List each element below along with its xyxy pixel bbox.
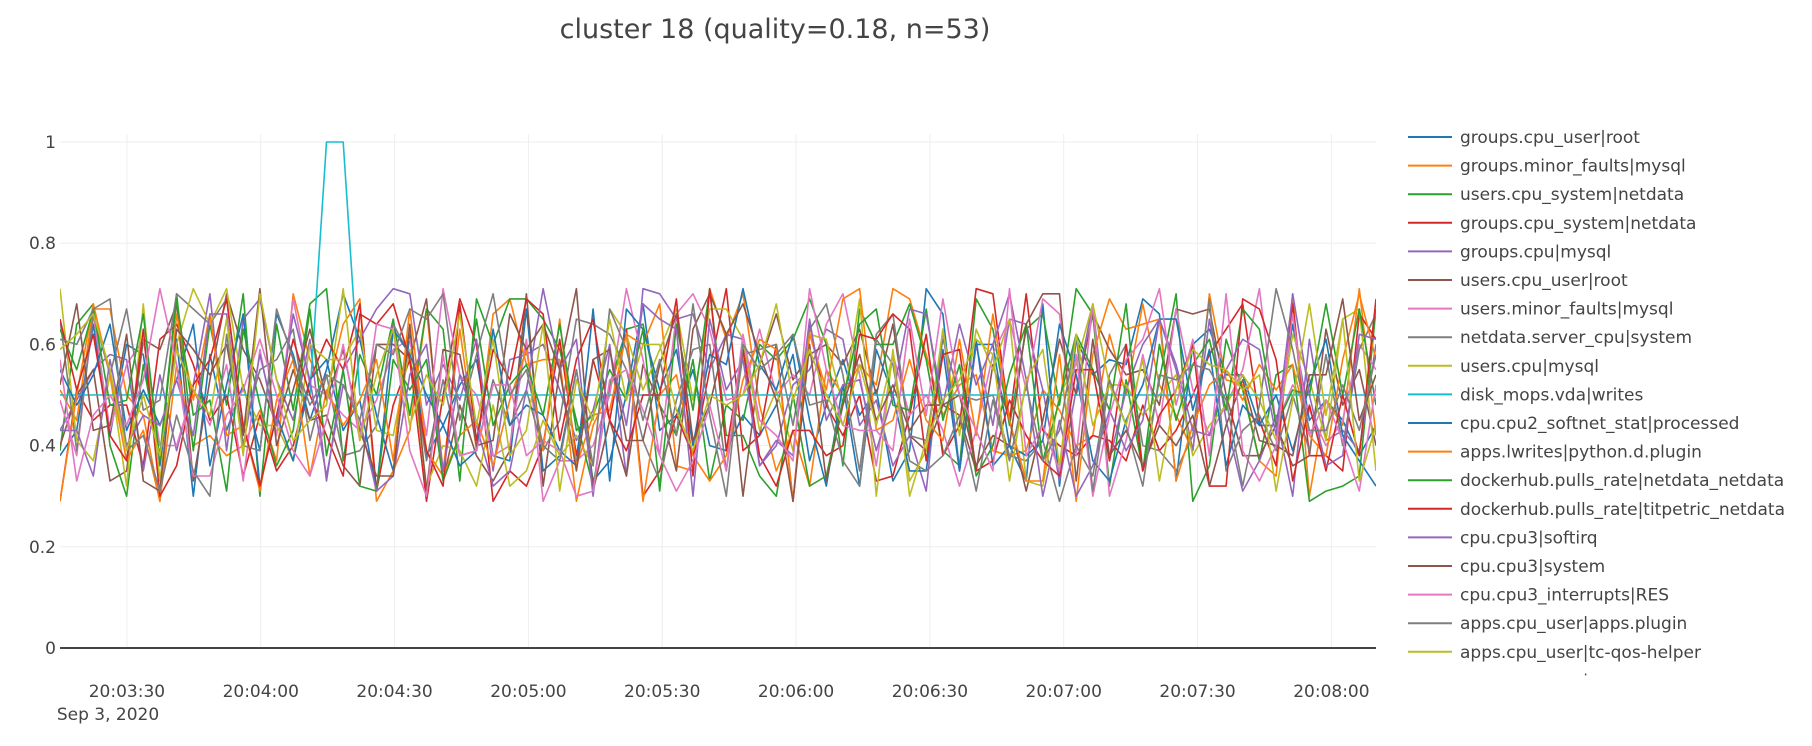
legend-label-0: groups.cpu_user|root [1460,128,1640,148]
x-axis-ticks: 20:03:30 20:04:00 20:04:30 20:05:00 20:05:30… [89,682,1370,702]
plot-area [60,141,1376,503]
legend-item-8[interactable]: users.cpu|mysql [1408,357,1599,377]
x-tick-label-8: 20:07:30 [1159,682,1235,702]
y-tick-label-5: 1 [45,133,56,153]
legend-label-4: groups.cpu|mysql [1460,242,1611,262]
x-tick-label-4: 20:05:30 [624,682,700,702]
y-tick-label-1: 0.2 [29,538,56,558]
legend-item-12[interactable]: dockerhub.pulls_rate|netdata_netdata [1408,471,1784,491]
y-tick-label-0: 0 [45,639,56,659]
series-line-3 [60,287,1376,503]
legend-item-0[interactable]: groups.cpu_user|root [1408,128,1640,148]
legend-label-15: cpu.cpu3|system [1460,557,1605,577]
legend-label-8: users.cpu|mysql [1460,357,1599,377]
y-tick-label-2: 0.4 [29,437,56,457]
legend-item-2[interactable]: users.cpu_system|netdata [1408,185,1684,205]
legend-label-7: netdata.server_cpu|system [1460,328,1692,348]
legend-item-9[interactable]: disk_mops.vda|writes [1408,385,1643,405]
legend-label-16: cpu.cpu3_interrupts|RES [1460,586,1669,606]
legend-item-13[interactable]: dockerhub.pulls_rate|titpetric_netdata [1408,500,1785,520]
series-lines [60,141,1376,503]
legend-item-14[interactable]: cpu.cpu3|softirq [1408,528,1598,548]
series-line-17 [60,287,1376,498]
x-tick-label-5: 20:06:00 [758,682,834,702]
legend-item-17[interactable]: apps.cpu_user|apps.plugin [1408,614,1687,634]
x-tick-label-3: 20:05:00 [490,682,566,702]
legend-item-3[interactable]: groups.cpu_system|netdata [1408,214,1696,234]
legend-label-1: groups.minor_faults|mysql [1460,157,1686,177]
legend-item-11[interactable]: apps.lwrites|python.d.plugin [1408,443,1702,463]
legend-label-13: dockerhub.pulls_rate|titpetric_netdata [1460,500,1785,520]
x-tick-label-6: 20:06:30 [892,682,968,702]
legend-item-10[interactable]: cpu.cpu2_softnet_stat|processed [1408,414,1739,434]
legend-label-2: users.cpu_system|netdata [1460,185,1684,205]
legend-item-15[interactable]: cpu.cpu3|system [1408,557,1605,577]
legend-label-9: disk_mops.vda|writes [1460,385,1643,405]
x-tick-label-0: 20:03:30 [89,682,165,702]
legend-label-12: dockerhub.pulls_rate|netdata_netdata [1460,471,1784,491]
legend-label-17: apps.cpu_user|apps.plugin [1460,614,1687,634]
legend-item-16[interactable]: cpu.cpu3_interrupts|RES [1408,586,1669,606]
legend-label-6: users.minor_faults|mysql [1460,300,1673,320]
legend-label-11: apps.lwrites|python.d.plugin [1460,443,1702,463]
y-tick-label-3: 0.6 [29,335,56,355]
x-axis-date-label: Sep 3, 2020 [57,705,159,725]
x-tick-label-2: 20:04:30 [356,682,432,702]
legend-item-1[interactable]: groups.minor_faults|mysql [1408,157,1686,177]
legend-label-5: users.cpu_user|root [1460,271,1628,291]
series-line-16 [60,287,1376,498]
legend-item-18[interactable]: apps.cpu_user|tc-qos-helper [1408,643,1701,663]
y-axis-ticks: 0 0.2 0.4 0.6 0.8 1 [29,133,56,659]
legend-label-14: cpu.cpu3|softirq [1460,528,1598,548]
x-tick-label-9: 20:08:00 [1293,682,1369,702]
series-line-7 [60,292,1376,503]
legend-label-overflow: apps.cpu_user|xpp [1460,671,1620,691]
legend-item-5[interactable]: users.cpu_user|root [1408,271,1628,291]
legend-item-4[interactable]: groups.cpu|mysql [1408,242,1611,262]
legend[interactable]: groups.cpu_user|root groups.minor_faults|… [1408,128,1785,691]
legend-item-7[interactable]: netdata.server_cpu|system [1408,328,1692,348]
legend-item-6[interactable]: users.minor_faults|mysql [1408,300,1673,320]
y-tick-label-4: 0.8 [29,234,56,254]
x-tick-label-1: 20:04:00 [223,682,299,702]
series-line-0 [60,287,1376,498]
series-line-15 [60,287,1376,503]
legend-label-10: cpu.cpu2_softnet_stat|processed [1460,414,1739,434]
legend-label-3: groups.cpu_system|netdata [1460,214,1696,234]
legend-label-18: apps.cpu_user|tc-qos-helper [1460,643,1701,663]
x-tick-label-7: 20:07:00 [1026,682,1102,702]
series-line-18 [60,287,1376,498]
series-line-11 [60,287,1376,503]
chart-title: cluster 18 (quality=0.18, n=53) [560,14,991,45]
